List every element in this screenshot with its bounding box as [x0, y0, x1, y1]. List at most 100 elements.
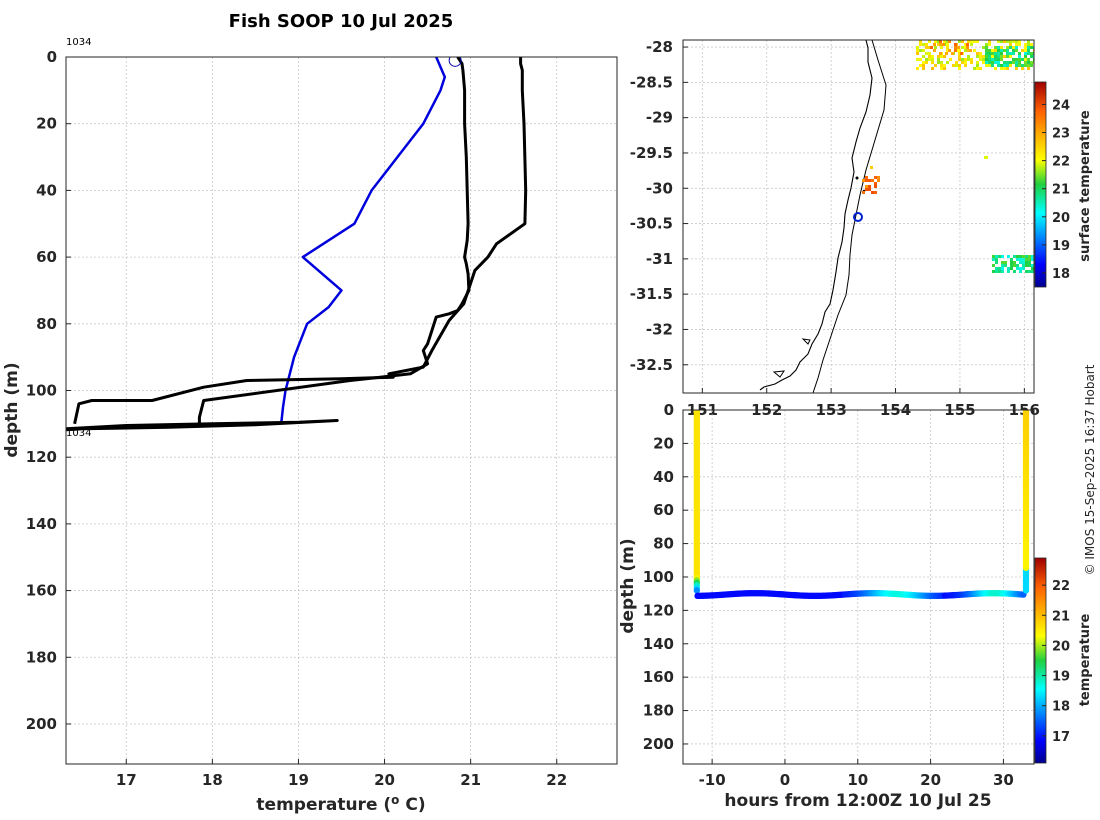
x-tick-label: 30 [993, 771, 1014, 789]
sst-pixel [985, 64, 988, 67]
lat-tick-label: -32.5 [630, 356, 673, 374]
sst-colorbar-tick-label: 20 [1052, 211, 1070, 226]
sst-pixel [1018, 61, 1021, 64]
sst-pixel [946, 61, 949, 64]
sst-pixel [982, 61, 985, 64]
sst-pixel [988, 55, 991, 58]
lat-tick-label: -31.5 [630, 285, 673, 303]
sst-pixel [976, 67, 979, 70]
sst-pixel [919, 58, 922, 61]
sst-colorbar-tick-label: 22 [1052, 155, 1070, 170]
sst-pixel [964, 43, 967, 46]
sst-pixel [982, 58, 985, 61]
y-tick-label: 120 [26, 448, 57, 466]
sst-pixel [985, 55, 988, 58]
island [801, 338, 811, 345]
sst-pixel [871, 179, 874, 182]
sst-pixel [1012, 49, 1015, 52]
sst-pixel [967, 49, 970, 52]
sst-pixel [1013, 261, 1016, 264]
sst-pixel [970, 58, 973, 61]
sst-pixel [1000, 40, 1003, 43]
sst-pixel [994, 55, 997, 58]
sst-pixel [1009, 43, 1012, 46]
sst-pixel [1000, 46, 1003, 49]
sst-pixel [982, 46, 985, 49]
sst-pixel [992, 255, 995, 258]
island [855, 176, 859, 180]
sst-pixel [1012, 61, 1015, 64]
sst-pixel [1030, 46, 1033, 49]
sst-pixel [1004, 264, 1007, 267]
sst-pixel [1019, 270, 1022, 273]
sst-pixel [919, 64, 922, 67]
sst-pixel [1027, 52, 1030, 55]
sst-pixel [970, 43, 973, 46]
sst-pixel [1030, 55, 1033, 58]
sst-pixel [994, 58, 997, 61]
y-tick-label: 200 [26, 715, 57, 733]
sst-pixel [1027, 40, 1030, 43]
sst-pixel [1018, 58, 1021, 61]
sst-pixel [985, 61, 988, 64]
y-tick-label: 80 [36, 315, 57, 333]
section-x-label: hours from 12:00Z 10 Jul 25 [724, 791, 991, 811]
sst-pixel [1030, 43, 1033, 46]
sst-pixel [928, 55, 931, 58]
sst-colorbar-label: surface temperature [1078, 110, 1093, 262]
sst-pixel [1006, 46, 1009, 49]
sst-pixel [1025, 270, 1028, 273]
temperature-colorbar-tick-label: 19 [1052, 670, 1070, 685]
x-tick-label: 20 [374, 771, 395, 789]
sst-pixel [964, 49, 967, 52]
sst-pixel [925, 43, 928, 46]
temperature-colorbar-tick-label: 20 [1052, 639, 1070, 654]
sst-pixel [976, 55, 979, 58]
sst-pixel [1027, 43, 1030, 46]
sst-pixel [865, 179, 868, 182]
sst-pixel [1024, 46, 1027, 49]
profile-axes-box [65, 56, 618, 765]
sst-pixel [988, 43, 991, 46]
sst-pixel [865, 176, 868, 179]
sst-pixel [958, 58, 961, 61]
sst-pixel [951, 52, 954, 55]
y-tick-label: 160 [643, 668, 674, 686]
sst-pixel [961, 61, 964, 64]
sst-pixel [940, 64, 943, 67]
profile-id-bottom: 1034 [66, 428, 91, 439]
island [772, 370, 786, 378]
sst-pixel [976, 52, 979, 55]
bottom-trace-line [66, 419, 339, 432]
y-tick-label: 140 [26, 515, 57, 533]
sst-pixel [994, 52, 997, 55]
sst-pixel [922, 67, 925, 70]
sst-pixel [1006, 55, 1009, 58]
sst-pixel [1006, 40, 1009, 43]
sst-pixel [934, 64, 937, 67]
sst-pixel [862, 179, 865, 182]
sst-pixel [870, 166, 873, 169]
sst-pixel [997, 46, 1000, 49]
surface-marker [448, 57, 462, 67]
sst-pixel [1024, 43, 1027, 46]
sst-pixel [997, 49, 1000, 52]
sst-pixel [940, 67, 943, 70]
sst-pixel [943, 55, 946, 58]
sst-pixel [1007, 255, 1010, 258]
sst-pixel [874, 182, 877, 185]
sst-pixel [1025, 258, 1028, 261]
sst-pixel [976, 64, 979, 67]
sst-colorbar-tick-label: 19 [1052, 239, 1070, 254]
sst-pixel [919, 40, 922, 43]
sst-pixel [871, 191, 874, 194]
sst-pixel [958, 52, 961, 55]
sst-pixel [1013, 255, 1016, 258]
sst-pixel [925, 46, 928, 49]
sst-pixel [868, 188, 871, 191]
sst-pixel [1024, 64, 1027, 67]
sst-pixel [1028, 258, 1031, 261]
sst-pixel [1009, 64, 1012, 67]
sst-pixel [998, 267, 1001, 270]
sst-pixel [925, 58, 928, 61]
